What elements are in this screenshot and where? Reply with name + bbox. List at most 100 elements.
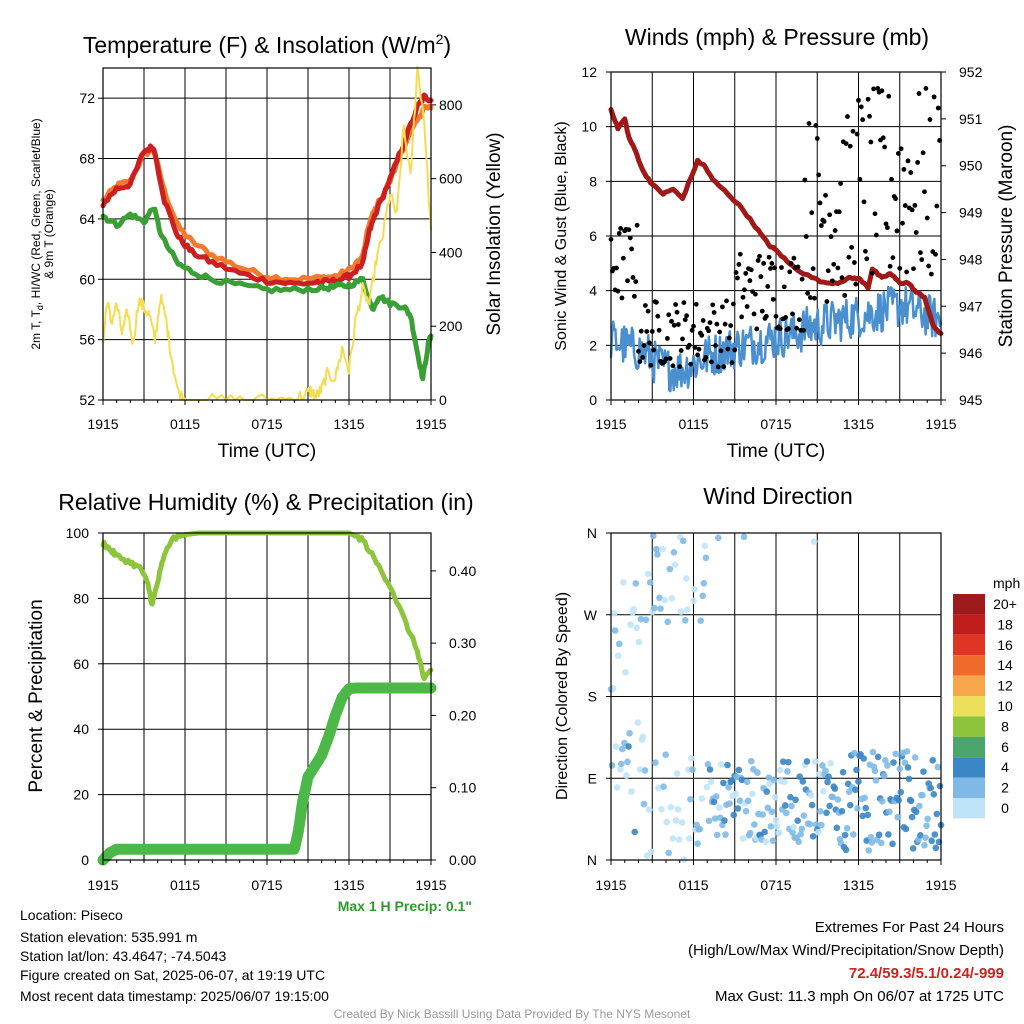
direction-point <box>688 755 695 762</box>
rh-ytick-label: 80 <box>73 590 89 606</box>
gust-point <box>739 314 745 320</box>
gust-point <box>769 260 775 266</box>
direction-point <box>831 785 839 792</box>
gust-point <box>846 254 852 260</box>
temp-xtick-label: 1915 <box>415 416 446 432</box>
direction-point <box>871 767 879 775</box>
gust-point <box>640 355 646 360</box>
gust-point <box>829 278 835 284</box>
rh-ytick-label: 60 <box>73 656 89 672</box>
gust-point <box>860 117 866 123</box>
gust-point <box>751 311 757 317</box>
direction-point <box>854 805 861 812</box>
direction-point <box>746 829 754 837</box>
gust-point <box>803 234 809 239</box>
direction-point <box>742 807 750 815</box>
gust-point <box>915 160 921 165</box>
direction-point <box>728 777 735 784</box>
direction-point <box>747 757 755 765</box>
gust-point <box>748 267 754 273</box>
direction-point <box>787 793 794 801</box>
direction-point <box>814 828 822 836</box>
gust-point <box>630 275 636 280</box>
direction-point <box>792 796 799 804</box>
temp-y2tick-label: 800 <box>439 97 463 113</box>
gust-point <box>629 246 635 252</box>
gust-point <box>735 275 740 281</box>
extremes-values: 72.4/59.3/5.1/0.24/-999 <box>848 965 1004 982</box>
gust-point <box>856 97 861 103</box>
gust-point <box>791 255 797 261</box>
direction-point <box>864 811 872 819</box>
direction-point <box>817 808 824 815</box>
wind-xtick-label: 1915 <box>595 416 626 432</box>
gust-point <box>831 261 837 267</box>
temp-ylabel-line2: & 9m T (Orange) <box>42 189 56 279</box>
direction-point <box>916 802 923 810</box>
direction-point <box>780 778 788 786</box>
direction-point <box>829 793 837 801</box>
gust-point <box>689 327 695 333</box>
temp-title: Temperature (F) & Insolation (W/m2) <box>83 31 451 58</box>
gust-point <box>615 288 621 294</box>
gust-point <box>773 313 779 319</box>
gust-point <box>724 298 729 304</box>
gust-point <box>710 302 716 308</box>
direction-point <box>834 796 842 803</box>
gust-point <box>872 211 878 217</box>
direction-point <box>781 802 789 809</box>
direction-point <box>795 838 802 846</box>
gust-point <box>618 226 624 231</box>
gust-point <box>625 278 630 284</box>
gust-point <box>911 266 916 272</box>
direction-point <box>912 808 920 816</box>
gust-point <box>669 318 674 324</box>
gust-point <box>707 320 713 325</box>
gust-point <box>666 312 672 318</box>
rh-ytick-label: 40 <box>73 721 89 737</box>
gust-point <box>725 346 731 352</box>
direction-point <box>647 848 655 856</box>
gust-point <box>924 215 930 221</box>
gust-point <box>631 293 637 299</box>
direction-point <box>770 776 778 784</box>
gust-point <box>703 355 709 360</box>
direction-point <box>775 829 783 837</box>
gust-point <box>644 329 650 334</box>
direction-point <box>619 745 626 753</box>
direction-point <box>642 616 650 624</box>
direction-point <box>865 847 873 854</box>
gust-point <box>850 128 856 134</box>
gust-point <box>875 86 881 91</box>
direction-point <box>677 608 685 615</box>
gust-point <box>722 321 728 327</box>
direction-point <box>820 787 827 795</box>
direction-point <box>646 579 654 586</box>
direction-point <box>656 594 663 602</box>
gust-point <box>677 364 683 370</box>
gust-point <box>719 304 725 310</box>
gust-point <box>871 86 877 92</box>
wind-title: Winds (mph) & Pressure (mb) <box>625 24 929 50</box>
direction-point <box>902 825 910 833</box>
gust-point <box>684 313 690 319</box>
direction-point <box>697 617 705 624</box>
temp-ytick-label: 52 <box>79 392 95 408</box>
precip-series <box>97 682 437 866</box>
gust-point <box>912 202 918 208</box>
gust-point <box>851 260 857 265</box>
temp-xtick-label: 0715 <box>251 416 282 432</box>
gust-point <box>873 232 879 238</box>
rh-xtick-label: 1915 <box>415 877 446 893</box>
gust-point <box>633 279 639 285</box>
gust-point <box>642 303 648 308</box>
gust-point <box>619 295 625 301</box>
gust-point <box>926 263 932 269</box>
direction-point <box>721 817 728 824</box>
gust-point <box>743 270 749 276</box>
gust-point <box>706 328 712 334</box>
direction-point <box>923 822 930 830</box>
temp-series-insolation_yellow <box>102 66 432 401</box>
gust-point <box>696 346 702 352</box>
direction-point <box>924 815 931 823</box>
